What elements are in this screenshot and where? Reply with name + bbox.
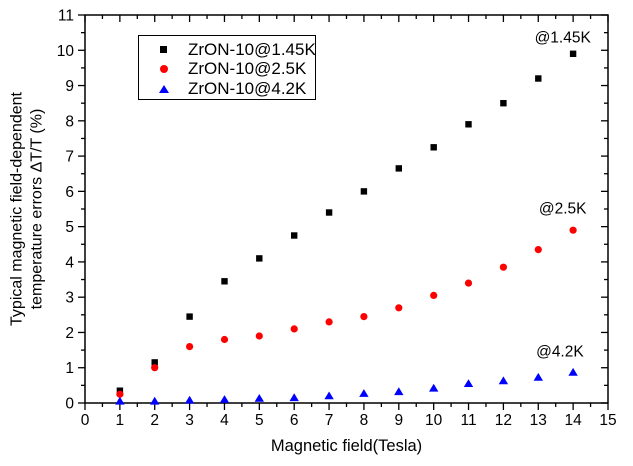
- data-point: [325, 318, 333, 326]
- x-tick-label: 13: [530, 412, 547, 429]
- data-point: [219, 395, 230, 403]
- y-tick-label: 4: [65, 254, 74, 271]
- data-point: [291, 232, 298, 239]
- x-tick-label: 11: [460, 412, 476, 429]
- x-tick-label: 0: [81, 412, 90, 429]
- data-point: [430, 291, 438, 299]
- data-point: [430, 144, 437, 151]
- data-point: [394, 387, 404, 396]
- data-point: [359, 389, 369, 397]
- data-point: [360, 188, 368, 195]
- x-tick-label: 15: [599, 412, 616, 429]
- x-tick-label: 3: [185, 412, 194, 429]
- legend-label: ZrON-10@1.45K: [188, 39, 316, 59]
- x-tick-label: 7: [325, 412, 334, 429]
- data-point: [535, 75, 542, 82]
- data-point: [184, 395, 195, 404]
- legend-label: ZrON-10@2.5K: [188, 59, 307, 79]
- x-tick-label: 5: [255, 412, 264, 429]
- legend-entry-4.2K: ZrON-10@4.2K: [139, 79, 315, 99]
- data-point: [115, 396, 125, 405]
- legend-entry-2.5K: ZrON-10@2.5K: [139, 59, 315, 80]
- data-point: [116, 390, 124, 398]
- series-annotation: @1.45K: [535, 29, 592, 46]
- legend-box: ZrON-10@1.45K ZrON-10@2.5K ZrON-10@4.2K: [138, 35, 316, 100]
- y-tick-label: 10: [57, 43, 75, 60]
- data-point: [254, 394, 264, 402]
- data-point: [186, 313, 193, 320]
- data-point: [395, 304, 403, 312]
- data-point: [221, 278, 228, 285]
- y-tick-label: 8: [65, 113, 74, 130]
- data-point: [464, 279, 473, 287]
- data-point: [324, 391, 334, 400]
- x-tick-label: 6: [290, 412, 299, 429]
- data-point: [465, 121, 472, 128]
- x-tick-label: 10: [425, 412, 443, 429]
- data-point: [463, 379, 474, 387]
- x-tick-label: 8: [360, 412, 369, 429]
- x-tick-label: 9: [394, 412, 403, 429]
- data-point: [568, 367, 578, 376]
- series-annotation: @4.2K: [536, 344, 584, 361]
- y-tick-label: 1: [65, 360, 74, 377]
- data-point: [151, 364, 159, 372]
- legend-entry-1.45K: ZrON-10@1.45K: [139, 39, 316, 60]
- data-point: [533, 372, 543, 381]
- y-tick-label: 5: [65, 219, 74, 236]
- x-tick-label: 1: [116, 412, 125, 429]
- legend-triangle-marker-icon: [158, 84, 169, 93]
- data-point: [256, 255, 263, 262]
- x-axis-title: Magnetic field(Tesla): [270, 437, 423, 455]
- series-ZrON-10@4.2K: [115, 367, 578, 405]
- data-point: [569, 50, 577, 57]
- data-point: [150, 396, 160, 405]
- legend-label: ZrON-10@4.2K: [188, 78, 307, 98]
- axis-ticks: [78, 14, 609, 410]
- legend-square-marker-icon: [160, 46, 167, 54]
- data-point: [429, 383, 439, 392]
- y-tick-label: 7: [65, 149, 74, 166]
- data-point: [499, 263, 507, 271]
- y-tick-label: 0: [65, 396, 74, 413]
- x-tick-label: 4: [220, 412, 229, 429]
- y-axis-title-line2: temperature errors ΔT/T (%): [28, 108, 45, 310]
- series-ZrON-10@2.5K: [116, 226, 577, 398]
- legend-circle-marker-icon: [159, 65, 168, 74]
- data-point: [151, 359, 158, 366]
- y-axis-title: Typical magnetic field-dependent tempera…: [7, 92, 46, 326]
- series-annotation: @2.5K: [539, 200, 587, 217]
- y-tick-label: 6: [65, 184, 74, 201]
- data-point: [498, 376, 509, 385]
- data-point: [220, 335, 229, 344]
- data-point: [500, 100, 507, 107]
- x-tick-label: 14: [565, 412, 583, 429]
- data-point: [186, 343, 194, 351]
- data-point: [360, 313, 368, 321]
- series-ZrON-10@1.45K: [116, 50, 577, 394]
- data-point: [290, 325, 298, 333]
- data-point: [289, 393, 299, 402]
- y-tick-label: 3: [65, 290, 74, 307]
- data-point: [534, 246, 542, 254]
- x-tick-label: 12: [495, 412, 512, 429]
- y-tick-label: 9: [65, 78, 74, 95]
- data-point: [569, 226, 577, 234]
- y-tick-label: 11: [58, 8, 74, 25]
- data-point: [255, 332, 263, 340]
- data-point: [395, 165, 402, 172]
- y-axis-title-line1: Typical magnetic field-dependent: [8, 92, 26, 326]
- x-tick-label: 2: [150, 412, 159, 429]
- data-point: [325, 209, 333, 216]
- y-tick-label: 2: [65, 325, 74, 342]
